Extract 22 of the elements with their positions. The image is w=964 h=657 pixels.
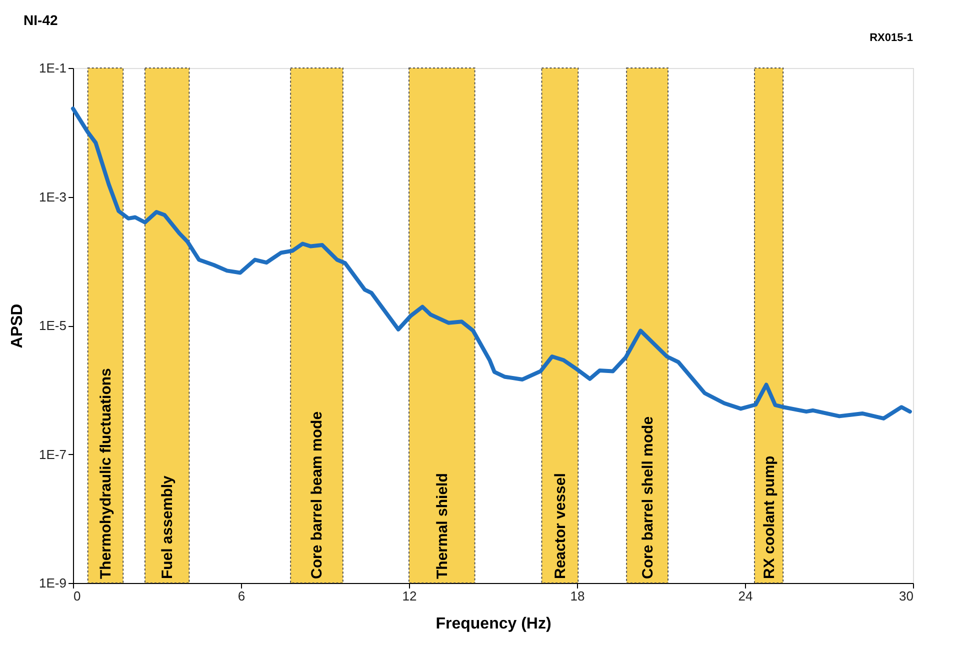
x-tick-label: 0 xyxy=(74,588,81,604)
y-tick-label: 1E-3 xyxy=(39,189,66,204)
x-tick-label: 18 xyxy=(570,588,585,604)
band-label: Core barrel beam mode xyxy=(308,411,326,579)
x-axis-title: Frequency (Hz) xyxy=(436,616,552,632)
x-tick-label: 6 xyxy=(238,588,246,604)
band-label: Thermal shield xyxy=(434,473,451,579)
y-axis-title: APSD xyxy=(9,304,26,348)
x-tick-label: 30 xyxy=(899,588,914,604)
y-tick-label: 1E-5 xyxy=(39,318,66,333)
band-label: Thermohydraulic fluctuations xyxy=(97,368,114,579)
y-tick-label: 1E-1 xyxy=(39,60,66,76)
chart-title: NI-42 xyxy=(24,12,58,28)
y-tick-label: 1E-7 xyxy=(39,446,66,462)
band-label: Core barrel shell mode xyxy=(639,416,656,579)
y-tick-label: 1E-9 xyxy=(39,576,66,590)
band-label: Fuel assembly xyxy=(159,474,176,579)
text: RX015-1 xyxy=(870,32,913,44)
band-label: Reactor vessel xyxy=(552,473,569,579)
x-tick-label: 24 xyxy=(738,588,753,604)
band-label: RX coolant pump xyxy=(760,456,778,579)
x-tick-label: 12 xyxy=(402,588,417,604)
